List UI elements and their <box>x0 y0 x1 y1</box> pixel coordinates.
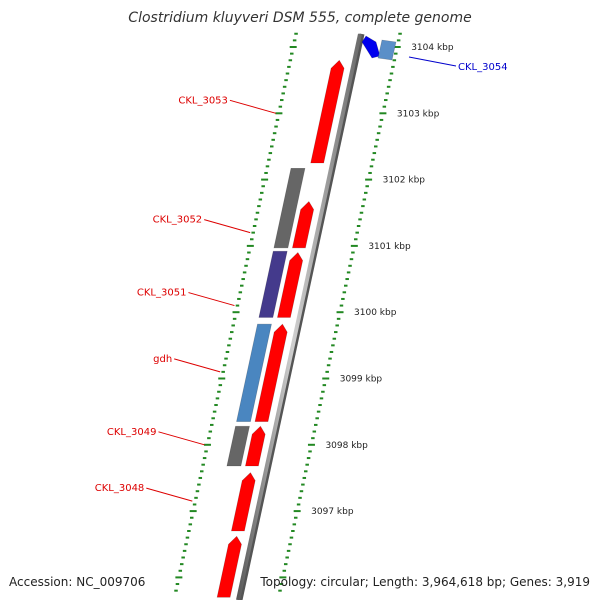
gene-label-leader-line <box>188 292 235 307</box>
gene-feature-forward[interactable] <box>254 323 288 422</box>
gene-feature-forward[interactable] <box>292 201 315 249</box>
gene-feature-reverse[interactable] <box>377 39 397 61</box>
gene-track <box>216 35 397 598</box>
accession-label: Accession: NC_009706 <box>9 575 145 589</box>
kbp-tick-label: 3104 kbp <box>411 43 454 53</box>
gene-label-leader-line <box>204 219 251 234</box>
kbp-tick-label: 3100 kbp <box>354 308 397 318</box>
gene-feature-forward[interactable] <box>245 425 266 467</box>
gene-feature-forward[interactable] <box>310 59 345 164</box>
gene-label[interactable]: CKL_3049 <box>107 427 157 438</box>
gene-feature-forward[interactable] <box>277 252 304 318</box>
kbp-tick-label: 3098 kbp <box>325 441 368 451</box>
kbp-tick-label: 3097 kbp <box>311 507 354 517</box>
gene-feature-reverse[interactable] <box>258 250 288 318</box>
gene-label[interactable]: CKL_3052 <box>153 215 203 226</box>
map-title: Clostridium kluyveri DSM 555, complete g… <box>128 10 471 26</box>
gene-label-leader-line <box>408 56 457 67</box>
gene-label[interactable]: CKL_3053 <box>178 95 228 106</box>
ruler-left <box>174 32 298 592</box>
gene-label-leader-line <box>158 431 205 446</box>
gene-label[interactable]: CKL_3054 <box>458 62 508 73</box>
gene-feature-reverse[interactable] <box>226 425 250 467</box>
gene-label-leader-line <box>146 487 193 502</box>
gene-label[interactable]: CKL_3048 <box>95 483 145 494</box>
ruler-right: 3104 kbp 3103 kbp 3102 kbp 3101 kbp 3100 kbp… <box>278 32 454 592</box>
gene-feature-reverse[interactable] <box>236 323 272 422</box>
gene-feature-reverse[interactable] <box>273 168 306 249</box>
gene-label-leader-line <box>229 99 277 114</box>
gene-feature-forward[interactable] <box>216 535 242 598</box>
gene-feature-forward[interactable] <box>231 472 256 532</box>
kbp-tick-label: 3101 kbp <box>368 242 411 252</box>
gene-label-leader-line <box>174 358 221 373</box>
gene-feature-forward[interactable] <box>361 35 381 59</box>
genome-stats-label: Topology: circular; Length: 3,964,618 bp… <box>259 575 590 589</box>
gene-label[interactable]: gdh <box>153 354 172 365</box>
kbp-tick-label: 3099 kbp <box>340 375 383 385</box>
gene-label[interactable]: CKL_3051 <box>137 288 187 299</box>
kbp-tick-label: 3103 kbp <box>397 109 440 119</box>
kbp-tick-label: 3102 kbp <box>383 176 426 186</box>
backbone <box>236 33 365 600</box>
